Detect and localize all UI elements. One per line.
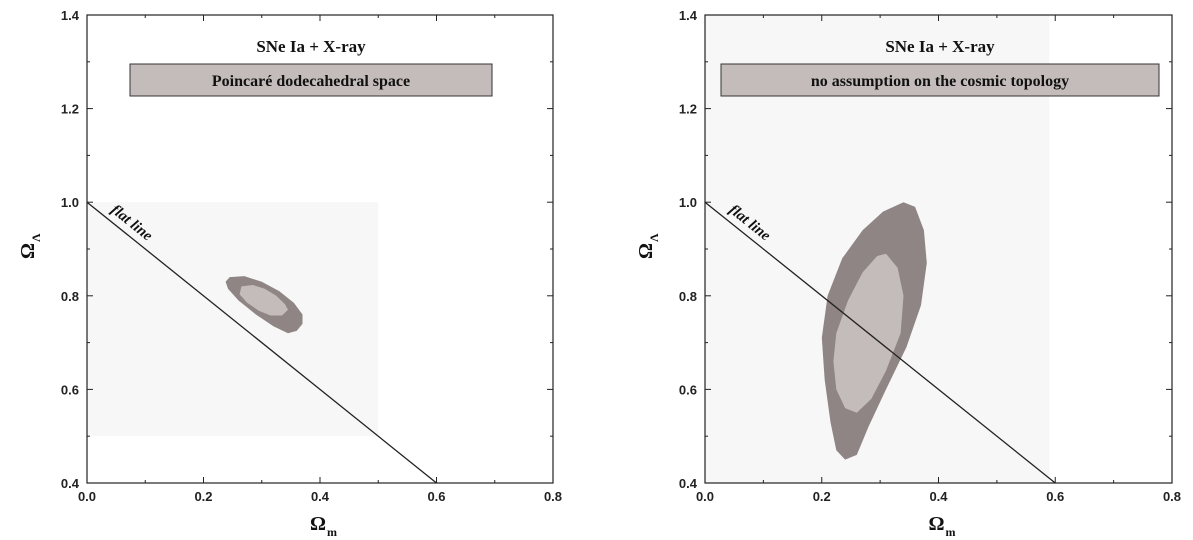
y-axis-title-group: ΩΛ (635, 233, 661, 259)
x-tick-label: 0.8 (1163, 489, 1181, 504)
panel-title: SNe Ia + X-ray (885, 37, 995, 56)
label-box-text: Poincaré dodecahedral space (212, 73, 410, 90)
x-axis-subscript: m (327, 525, 337, 539)
x-tick-label: 0.8 (544, 489, 562, 504)
y-tick-label: 0.6 (679, 382, 697, 397)
x-tick-label: 0.2 (813, 489, 831, 504)
flat-line (704, 201, 1056, 484)
x-axis-subscript: m (946, 525, 956, 539)
confidence-contour-inner (239, 285, 288, 316)
x-axis-title: Ω (310, 513, 326, 535)
y-tick-label: 1.2 (61, 102, 79, 117)
x-tick-label: 0.2 (194, 489, 212, 504)
x-tick-label: 0.0 (696, 489, 714, 504)
panel-title: SNe Ia + X-ray (256, 37, 366, 56)
y-tick-label: 0.8 (61, 289, 79, 304)
y-tick-label: 0.4 (679, 476, 698, 491)
x-tick-label: 0.6 (1046, 489, 1064, 504)
y-tick-label: 0.4 (61, 476, 80, 491)
x-tick-label: 0.0 (78, 489, 96, 504)
y-tick-label: 1.4 (679, 8, 698, 23)
y-tick-label: 1.0 (61, 195, 79, 210)
y-tick-label: 0.6 (61, 382, 79, 397)
y-tick-label: 0.8 (679, 289, 697, 304)
x-tick-label: 0.4 (929, 489, 948, 504)
label-box-text: no assumption on the cosmic topology (811, 73, 1069, 90)
y-tick-label: 1.4 (61, 8, 80, 23)
y-axis-title-group: ΩΛ (17, 233, 43, 259)
label-box (720, 63, 1160, 97)
y-tick-label: 1.0 (679, 195, 697, 210)
flat-line (86, 201, 437, 484)
y-axis-title: Ω (635, 243, 657, 259)
y-axis-subscript: Λ (647, 233, 661, 242)
x-axis-title: Ω (929, 513, 945, 535)
x-tick-label: 0.6 (427, 489, 445, 504)
x-tick-label: 0.4 (311, 489, 330, 504)
y-axis-subscript: Λ (29, 233, 43, 242)
y-tick-label: 1.2 (679, 102, 697, 117)
label-box (129, 63, 493, 97)
y-axis-title: Ω (17, 243, 39, 259)
